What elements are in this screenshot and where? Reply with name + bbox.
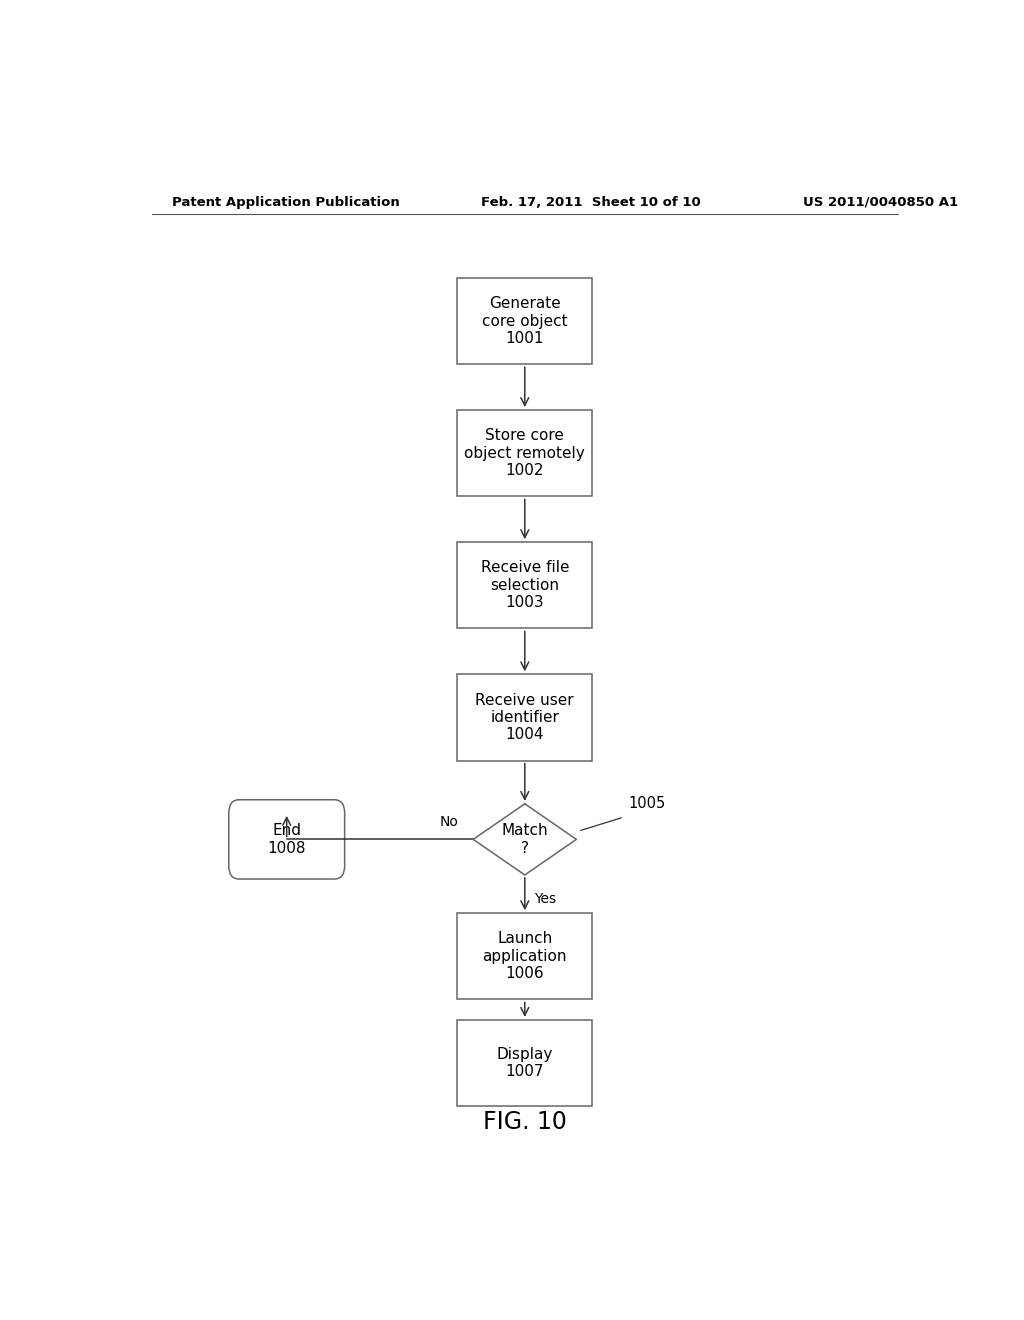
FancyBboxPatch shape <box>458 277 592 364</box>
Text: No: No <box>440 816 459 829</box>
Text: Yes: Yes <box>535 892 556 906</box>
Text: 1005: 1005 <box>629 796 666 810</box>
Polygon shape <box>473 804 577 875</box>
FancyBboxPatch shape <box>458 675 592 760</box>
Text: Generate
core object
1001: Generate core object 1001 <box>482 296 567 346</box>
Text: Match
?: Match ? <box>502 824 548 855</box>
FancyBboxPatch shape <box>458 1020 592 1106</box>
Text: US 2011/0040850 A1: US 2011/0040850 A1 <box>803 195 957 209</box>
Text: Feb. 17, 2011  Sheet 10 of 10: Feb. 17, 2011 Sheet 10 of 10 <box>481 195 700 209</box>
Text: Patent Application Publication: Patent Application Publication <box>172 195 399 209</box>
Text: Receive user
identifier
1004: Receive user identifier 1004 <box>475 693 574 742</box>
FancyBboxPatch shape <box>458 913 592 999</box>
Text: End
1008: End 1008 <box>267 824 306 855</box>
FancyBboxPatch shape <box>458 411 592 496</box>
FancyBboxPatch shape <box>228 800 345 879</box>
Text: Store core
object remotely
1002: Store core object remotely 1002 <box>465 428 585 478</box>
Text: Launch
application
1006: Launch application 1006 <box>482 932 567 981</box>
FancyBboxPatch shape <box>458 543 592 628</box>
Text: Display
1007: Display 1007 <box>497 1047 553 1080</box>
Text: Receive file
selection
1003: Receive file selection 1003 <box>480 561 569 610</box>
Text: FIG. 10: FIG. 10 <box>483 1110 566 1134</box>
